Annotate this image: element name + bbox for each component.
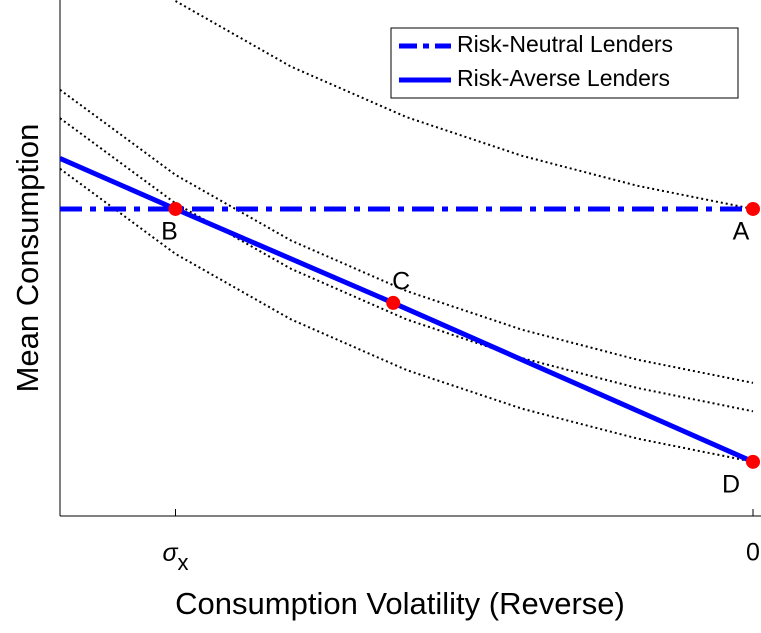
point-marker [168, 201, 183, 216]
plot-area [60, 0, 755, 465]
series-line [60, 156, 755, 465]
x-tick-label: 0 [746, 539, 760, 567]
indifference-curve [60, 117, 754, 413]
x-tick-label: σx [162, 539, 188, 575]
point-marker [746, 201, 760, 216]
legend-label: Risk-Averse Lenders [457, 65, 670, 91]
point-marker [386, 295, 401, 310]
legend-box [390, 27, 739, 99]
indifference-curve [175, 0, 754, 210]
point-label: B [161, 218, 178, 246]
x-axis-label: Consumption Volatility (Reverse) [175, 586, 625, 621]
point-marker [746, 454, 760, 469]
legend-label: Risk-Neutral Lenders [457, 31, 673, 57]
point-label: A [733, 218, 750, 246]
point-label: C [392, 268, 410, 296]
point-label: D [722, 470, 740, 498]
y-axis-label: Mean Consumption [10, 124, 45, 393]
